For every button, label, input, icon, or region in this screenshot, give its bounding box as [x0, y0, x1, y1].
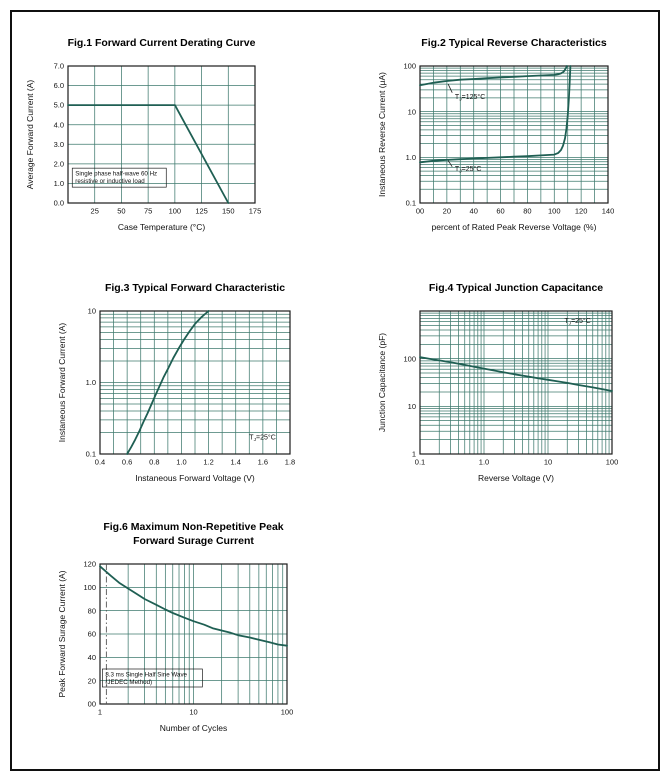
- svg-text:10: 10: [189, 708, 197, 717]
- svg-text:1.6: 1.6: [258, 458, 268, 467]
- svg-text:TJ=25°C: TJ=25°C: [249, 433, 275, 443]
- svg-text:(JEDEC Method): (JEDEC Method): [105, 679, 152, 686]
- svg-text:2.0: 2.0: [54, 159, 64, 168]
- svg-text:80: 80: [88, 606, 96, 615]
- svg-text:100: 100: [548, 207, 561, 216]
- svg-text:0.8: 0.8: [149, 458, 159, 467]
- figure-4: Fig.4 Typical Junction Capacitance 0.1 1.…: [374, 281, 626, 498]
- svg-text:100: 100: [83, 583, 96, 592]
- svg-text:percent of Rated Peak Reverse: percent of Rated Peak Reverse Voltage (%…: [432, 222, 597, 232]
- fig3-forward-characteristic-chart: 0.4 0.6 0.8 1.0 1.2 1.4 1.6 1.8 10 1.0 0.1 Instaneo…: [57, 307, 295, 483]
- svg-text:1: 1: [412, 450, 416, 459]
- svg-text:1.2: 1.2: [203, 458, 213, 467]
- svg-text:40: 40: [88, 653, 96, 662]
- fig1-title: Fig.1 Forward Current Derating Curve: [67, 37, 256, 49]
- svg-text:100: 100: [403, 62, 416, 71]
- svg-text:60: 60: [496, 207, 504, 216]
- svg-text:Case Temperature (°C): Case Temperature (°C): [118, 222, 205, 232]
- svg-text:0.6: 0.6: [122, 458, 132, 467]
- svg-text:TJ=25°C: TJ=25°C: [455, 165, 481, 175]
- svg-text:75: 75: [144, 207, 152, 216]
- fig1-forward-current-derating-chart: 25 50 75 100 125 150 175 7.0 6.0 5.0 4.0 3.0 2.0 1.0 0…: [25, 62, 262, 232]
- fig6-title: Fig.6 Maximum Non-Repetitive Peak Forwar…: [103, 521, 284, 547]
- svg-text:20: 20: [443, 207, 451, 216]
- svg-text:6.0: 6.0: [54, 81, 64, 90]
- svg-text:80: 80: [523, 207, 531, 216]
- svg-text:Reverse Voltage (V): Reverse Voltage (V): [478, 473, 554, 483]
- svg-text:Average Forward Current (A): Average Forward Current (A): [25, 80, 35, 190]
- svg-text:100: 100: [606, 458, 619, 467]
- figure-1: Fig.1 Forward Current Derating Curve 25 5…: [22, 36, 269, 247]
- svg-text:00: 00: [88, 700, 96, 709]
- figure-2: Fig.2 Typical Reverse Characteristics 00…: [374, 36, 622, 247]
- svg-text:0.1: 0.1: [415, 458, 425, 467]
- fig2-title: Fig.2 Typical Reverse Characteristics: [421, 37, 607, 49]
- svg-text:120: 120: [575, 207, 588, 216]
- svg-text:0.4: 0.4: [95, 458, 105, 467]
- fig3-title: Fig.3 Typical Forward Characteristic: [104, 282, 286, 294]
- svg-text:Instaneous Reverse Current (μA: Instaneous Reverse Current (μA): [377, 72, 387, 197]
- svg-text:resistive or inductive load: resistive or inductive load: [75, 178, 145, 185]
- svg-text:150: 150: [222, 207, 235, 216]
- svg-text:0.0: 0.0: [54, 199, 64, 208]
- svg-text:60: 60: [88, 630, 96, 639]
- svg-text:50: 50: [117, 207, 125, 216]
- svg-text:40: 40: [470, 207, 478, 216]
- svg-text:100: 100: [169, 207, 182, 216]
- svg-text:1: 1: [98, 708, 102, 717]
- fig4-junction-capacitance-chart: 0.1 1.0 10 100 100 10 1 Reverse Voltage (V) Junc…: [377, 310, 619, 483]
- svg-text:Instaneous Forward Voltage (V): Instaneous Forward Voltage (V): [135, 473, 255, 483]
- svg-text:Instaneous Forward Current (A): Instaneous Forward Current (A): [57, 323, 67, 443]
- svg-text:10: 10: [408, 107, 416, 116]
- svg-text:10: 10: [88, 307, 96, 316]
- svg-text:1.0: 1.0: [406, 153, 416, 162]
- svg-text:100: 100: [281, 708, 294, 717]
- svg-text:1.0: 1.0: [86, 378, 96, 387]
- svg-text:7.0: 7.0: [54, 62, 64, 71]
- svg-text:140: 140: [602, 207, 615, 216]
- svg-text:5.0: 5.0: [54, 101, 64, 110]
- svg-text:10: 10: [544, 458, 552, 467]
- svg-text:1.8: 1.8: [285, 458, 295, 467]
- svg-text:1.0: 1.0: [176, 458, 186, 467]
- svg-text:Single phase half-wave 60 Hz: Single phase half-wave 60 Hz: [75, 171, 157, 178]
- svg-text:20: 20: [88, 676, 96, 685]
- figure-6: Fig.6 Maximum Non-Repetitive Peak Forwar…: [54, 520, 301, 748]
- svg-text:175: 175: [249, 207, 262, 216]
- svg-text:3.0: 3.0: [54, 140, 64, 149]
- svg-text:10: 10: [408, 402, 416, 411]
- svg-text:Peak Forward Surage Current (A: Peak Forward Surage Current (A): [57, 570, 67, 697]
- svg-text:TJ=125°C: TJ=125°C: [455, 93, 485, 103]
- svg-text:1.0: 1.0: [479, 458, 489, 467]
- svg-text:00: 00: [416, 207, 424, 216]
- svg-text:4.0: 4.0: [54, 120, 64, 129]
- svg-text:1.4: 1.4: [230, 458, 240, 467]
- svg-text:0.1: 0.1: [86, 450, 96, 459]
- fig6-surge-current-chart: 1 10 100 120 100 80 60 40 20 00 Number of Cycles Pe…: [57, 560, 294, 733]
- svg-text:120: 120: [83, 560, 96, 569]
- svg-text:0.1: 0.1: [406, 199, 416, 208]
- svg-text:Number of Cycles: Number of Cycles: [160, 723, 228, 733]
- fig4-title: Fig.4 Typical Junction Capacitance: [428, 282, 604, 294]
- fig2-reverse-characteristics-chart: 00 20 40 60 80 100 120 140 100 10 1.0 0.1 percent of…: [377, 62, 615, 232]
- svg-text:TJ=25°C: TJ=25°C: [564, 317, 590, 327]
- svg-text:Junction Capacitance (pF): Junction Capacitance (pF): [377, 333, 387, 432]
- svg-text:100: 100: [403, 354, 416, 363]
- svg-text:1.0: 1.0: [54, 179, 64, 188]
- svg-text:125: 125: [195, 207, 208, 216]
- svg-text:25: 25: [91, 207, 99, 216]
- svg-text:8.3 ms Single Half Sine Wave: 8.3 ms Single Half Sine Wave: [105, 672, 187, 679]
- figure-3: Fig.3 Typical Forward Characteristic 0.4…: [54, 281, 304, 498]
